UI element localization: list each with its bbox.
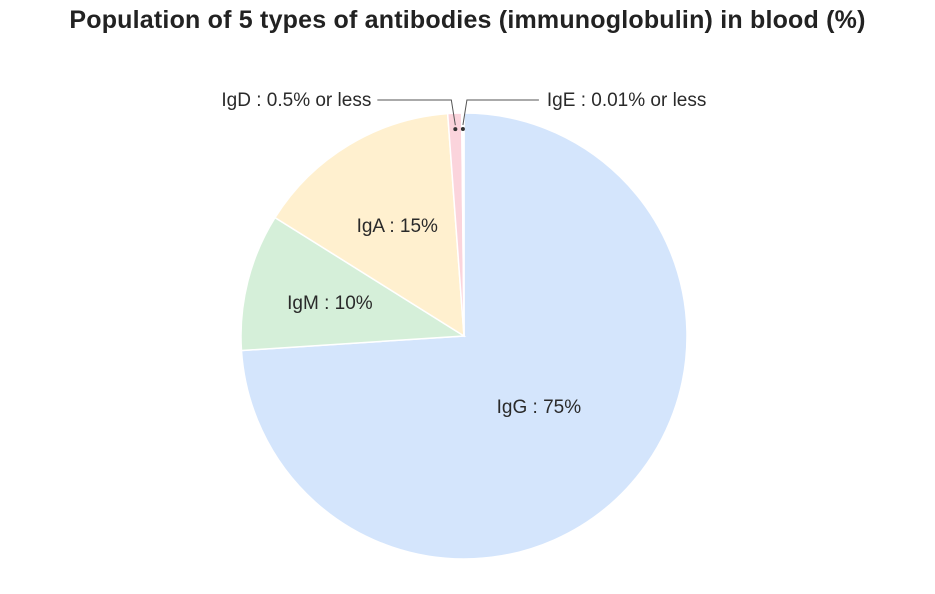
slice-labels: IgG : 75% IgM : 10% IgA : 15% IgD : 0.5% or… [221,90,706,418]
chart-title: Population of 5 types of antibodies (imm… [69,6,866,34]
pie-slice-igm [240,216,467,352]
callout-lines [377,99,539,132]
slice-label-igg: IgG : 75% [497,397,582,418]
slice-label-igm: IgM : 10% [287,293,373,314]
callout-dot-igd [453,127,458,132]
callout-dot-ige [460,127,465,132]
pie-slice-ige [460,112,465,337]
slice-label-igd: IgD : 0.5% or less [221,90,371,111]
slice-label-iga: IgA : 15% [357,216,438,237]
callout-line-ige [462,99,539,126]
slice-label-ige: IgE : 0.01% or less [547,90,706,111]
pie-slices [240,112,688,560]
callout-line-igd [377,99,456,126]
pie-slice-iga [274,112,465,338]
